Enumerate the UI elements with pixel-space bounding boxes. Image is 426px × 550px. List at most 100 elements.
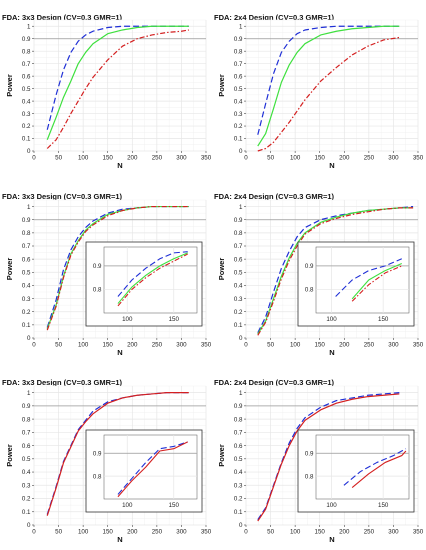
y-tick-label: 0.1 xyxy=(22,322,31,329)
inset-chart: 100 150 0.8 0.9 xyxy=(85,429,203,513)
y-tick-label: 0.9 xyxy=(22,217,31,224)
x-tick-label: 250 xyxy=(364,342,375,349)
y-tick-label: 0.7 xyxy=(234,61,243,68)
y-tick-label: 0.3 xyxy=(234,482,243,489)
x-tick-label: 250 xyxy=(152,342,163,349)
y-tick-label: 0.7 xyxy=(22,243,31,250)
inset-x-tick-label: 150 xyxy=(378,502,389,509)
inset-y-tick-label: 0.8 xyxy=(93,473,102,480)
x-tick-label: 150 xyxy=(103,529,114,536)
y-tick-label: 0.9 xyxy=(234,36,243,43)
inset-lines xyxy=(117,251,188,307)
y-tick-label: 0.2 xyxy=(234,496,243,503)
x-tick-label: 100 xyxy=(290,529,301,536)
inset-x-tick-label: 100 xyxy=(326,502,337,509)
y-tick-label: 0 xyxy=(27,335,31,342)
y-tick-label: 0 xyxy=(239,335,243,342)
inset-series-blue xyxy=(343,448,407,486)
y-tick-label: 1 xyxy=(27,23,31,30)
y-tick-label: 0.2 xyxy=(234,123,243,130)
x-tick-label: 300 xyxy=(388,342,399,349)
inset-plot-area xyxy=(315,434,410,500)
y-tick-label: 0.5 xyxy=(22,269,31,276)
inset-series-red xyxy=(117,441,188,498)
chart-panel-3: FDA: 3x3 Design (CV=0.3 GMR=1) 0 50 100 150 2… xyxy=(2,192,212,357)
inset-lines xyxy=(117,441,188,498)
inset-series-green xyxy=(351,262,402,300)
inset-lines xyxy=(335,258,402,302)
line-series-green xyxy=(257,25,400,147)
y-tick-label: 0.6 xyxy=(22,73,31,80)
inset-y-tick-label: 0.9 xyxy=(93,263,102,270)
y-tick-label: 0 xyxy=(27,148,31,155)
y-tick-label: 0.5 xyxy=(234,269,243,276)
y-axis-label: Power xyxy=(217,258,226,281)
y-tick-label: 0 xyxy=(239,148,243,155)
x-tick-label: 50 xyxy=(267,342,274,349)
y-tick-label: 0.1 xyxy=(22,509,31,516)
y-tick-label: 0.5 xyxy=(234,86,243,93)
y-tick-label: 0.1 xyxy=(234,322,243,329)
inset-series-blue xyxy=(117,251,188,297)
inset-lines xyxy=(343,448,407,488)
chart-title: FDA: 2x4 Design (CV=0.3 GMR=1) xyxy=(214,13,335,22)
inset-y-tick-label: 0.9 xyxy=(305,263,314,270)
inset-series-red xyxy=(117,253,188,307)
x-tick-label: 50 xyxy=(267,155,274,162)
x-tick-label: 300 xyxy=(176,529,187,536)
y-tick-label: 0.8 xyxy=(234,230,243,237)
chart-panel-1: FDA: 3x3 Design (CV=0.3 GMR=1) 0 50 100 150 2… xyxy=(2,13,212,170)
line-series-green xyxy=(46,25,189,140)
y-tick-label: 0.5 xyxy=(22,86,31,93)
y-tick-label: 1 xyxy=(27,390,31,397)
chart-title: FDA: 2x4 Design (CV=0.3 GMR=1) xyxy=(214,192,335,201)
inset-x-tick-label: 150 xyxy=(169,316,180,323)
x-tick-label: 100 xyxy=(78,342,89,349)
y-tick-label: 0.8 xyxy=(234,48,243,55)
x-tick-label: 250 xyxy=(152,529,163,536)
x-tick-label: 50 xyxy=(55,342,62,349)
x-tick-label: 350 xyxy=(201,342,212,349)
y-tick-label: 0 xyxy=(27,522,31,529)
y-tick-label: 0 xyxy=(239,522,243,529)
y-tick-label: 0.3 xyxy=(22,482,31,489)
line-series-blue xyxy=(257,25,400,135)
x-tick-label: 0 xyxy=(244,342,248,349)
x-tick-label: 100 xyxy=(290,155,301,162)
line-series-red xyxy=(257,36,400,152)
y-tick-label: 0.1 xyxy=(234,509,243,516)
x-axis-label: N xyxy=(329,348,334,357)
y-tick-label: 1 xyxy=(27,204,31,211)
x-axis-label: N xyxy=(117,348,122,357)
x-tick-label: 250 xyxy=(364,529,375,536)
chart-title: FDA: 3x3 Design (CV=0.3 GMR=1) xyxy=(2,13,123,22)
x-tick-label: 250 xyxy=(364,155,375,162)
y-axis-label: Power xyxy=(5,74,14,97)
y-tick-label: 0.8 xyxy=(22,416,31,423)
x-tick-label: 100 xyxy=(78,155,89,162)
x-tick-label: 150 xyxy=(315,155,326,162)
y-tick-label: 0.8 xyxy=(22,230,31,237)
inset-plot-area xyxy=(315,246,410,314)
x-tick-label: 200 xyxy=(127,155,138,162)
x-tick-label: 0 xyxy=(244,155,248,162)
line-series-red xyxy=(46,392,189,516)
y-tick-label: 0.9 xyxy=(234,403,243,410)
x-tick-label: 150 xyxy=(315,342,326,349)
x-axis-label: N xyxy=(117,161,122,170)
y-tick-label: 0.9 xyxy=(234,217,243,224)
chart-panel-6: FDA: 2x4 Design (CV=0.3 GMR=1) 0 50 100 150 2… xyxy=(214,378,424,544)
x-tick-label: 300 xyxy=(388,529,399,536)
inset-chart: 100 150 0.8 0.9 xyxy=(85,241,203,327)
y-tick-label: 0.1 xyxy=(234,136,243,143)
y-tick-label: 1 xyxy=(239,23,243,30)
x-axis-label: N xyxy=(329,535,334,544)
y-tick-label: 0.4 xyxy=(22,283,31,290)
y-axis-label: Power xyxy=(217,444,226,467)
y-tick-label: 0.3 xyxy=(22,296,31,303)
y-tick-label: 0.2 xyxy=(22,123,31,130)
y-tick-label: 0.9 xyxy=(22,403,31,410)
inset-series-red xyxy=(351,450,407,488)
x-axis-label: N xyxy=(329,161,334,170)
